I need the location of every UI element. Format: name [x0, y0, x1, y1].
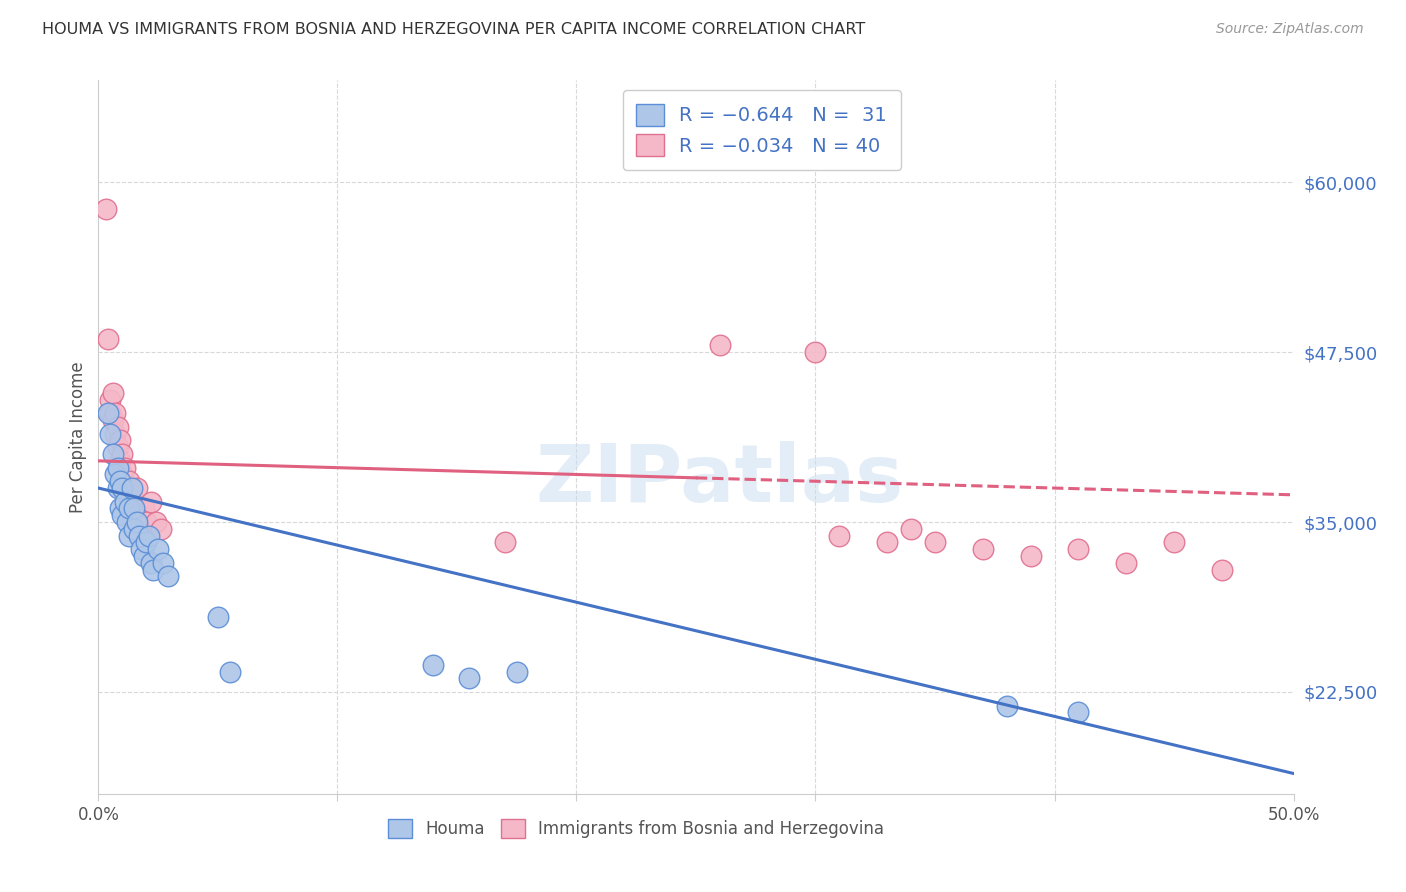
Point — [121, 481, 143, 495]
Point — [108, 434, 131, 448]
Point — [125, 515, 148, 529]
Point — [107, 440, 129, 454]
Point — [1115, 556, 1137, 570]
Point — [135, 515, 157, 529]
Point — [111, 481, 134, 495]
Point — [98, 426, 122, 441]
Point — [97, 332, 120, 346]
Point — [900, 522, 922, 536]
Point — [876, 535, 898, 549]
Point — [124, 522, 146, 536]
Point — [924, 535, 946, 549]
Point — [804, 345, 827, 359]
Point — [207, 610, 229, 624]
Point — [145, 515, 167, 529]
Point — [156, 569, 179, 583]
Point — [124, 501, 146, 516]
Point — [494, 535, 516, 549]
Point — [1067, 542, 1090, 557]
Point — [972, 542, 994, 557]
Point — [828, 528, 851, 542]
Point — [101, 447, 124, 461]
Point — [131, 508, 153, 523]
Point — [506, 665, 529, 679]
Point — [114, 460, 136, 475]
Point — [107, 460, 129, 475]
Point — [458, 671, 481, 685]
Point — [115, 481, 138, 495]
Point — [139, 494, 162, 508]
Point — [101, 385, 124, 400]
Point — [108, 454, 131, 468]
Y-axis label: Per Capita Income: Per Capita Income — [69, 361, 87, 513]
Point — [422, 657, 444, 672]
Point — [104, 426, 127, 441]
Point — [108, 501, 131, 516]
Point — [111, 508, 134, 523]
Point — [114, 494, 136, 508]
Legend: Houma, Immigrants from Bosnia and Herzegovina: Houma, Immigrants from Bosnia and Herzeg… — [377, 807, 896, 850]
Point — [148, 542, 170, 557]
Point — [142, 563, 165, 577]
Point — [131, 542, 153, 557]
Point — [1211, 563, 1233, 577]
Point — [111, 447, 134, 461]
Text: ZIPatlas: ZIPatlas — [536, 441, 904, 519]
Point — [124, 501, 146, 516]
Point — [138, 528, 160, 542]
Point — [97, 406, 120, 420]
Point — [121, 488, 143, 502]
Point — [132, 501, 155, 516]
Point — [118, 475, 141, 489]
Point — [111, 467, 134, 482]
Point — [125, 481, 148, 495]
Point — [149, 522, 172, 536]
Text: Source: ZipAtlas.com: Source: ZipAtlas.com — [1216, 22, 1364, 37]
Point — [107, 481, 129, 495]
Point — [128, 528, 150, 542]
Point — [107, 420, 129, 434]
Point — [115, 515, 138, 529]
Point — [139, 556, 162, 570]
Point — [152, 556, 174, 570]
Point — [118, 528, 141, 542]
Point — [135, 535, 157, 549]
Point — [1163, 535, 1185, 549]
Point — [219, 665, 242, 679]
Point — [118, 501, 141, 516]
Point — [94, 202, 117, 217]
Point — [1019, 549, 1042, 563]
Point — [104, 406, 127, 420]
Point — [709, 338, 731, 352]
Point — [995, 698, 1018, 713]
Point — [98, 392, 122, 407]
Point — [108, 475, 131, 489]
Point — [98, 406, 122, 420]
Point — [101, 413, 124, 427]
Point — [1067, 706, 1090, 720]
Point — [132, 549, 155, 563]
Text: HOUMA VS IMMIGRANTS FROM BOSNIA AND HERZEGOVINA PER CAPITA INCOME CORRELATION CH: HOUMA VS IMMIGRANTS FROM BOSNIA AND HERZ… — [42, 22, 866, 37]
Point — [104, 467, 127, 482]
Point — [118, 494, 141, 508]
